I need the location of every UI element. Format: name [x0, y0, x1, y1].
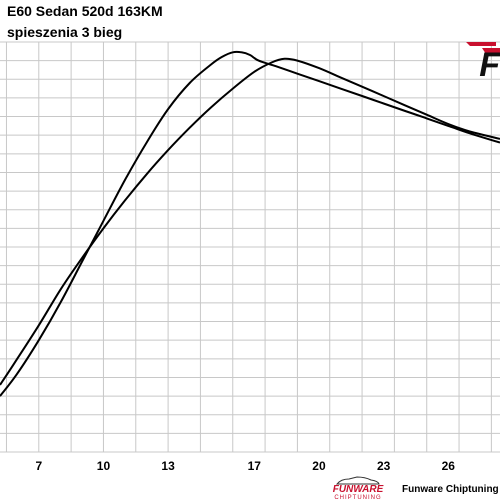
series-line-2: [0, 57, 500, 386]
footer-brand-logo: FUNWARE CHIPTUNING: [330, 474, 386, 501]
chart-grid: [0, 41, 500, 453]
chart-series: [0, 50, 500, 397]
x-tick-label: 7: [35, 459, 42, 473]
chart-title: E60 Sedan 520d 163KM: [7, 3, 163, 19]
x-tick-label: 23: [377, 459, 391, 473]
footer-brand-name: FUNWARE: [332, 484, 384, 495]
x-tick-label: 17: [248, 459, 262, 473]
logo-swoosh-icon-2: [482, 48, 500, 54]
footer-credit: Funware Chiptuning Łód: [402, 484, 500, 495]
chart-subtitle: spieszenia 3 bieg: [7, 24, 123, 40]
x-axis-ticks: 7 10 13 17 20 23 26: [35, 459, 455, 473]
logo-swoosh-icon: [466, 42, 496, 46]
x-tick-label: 13: [161, 459, 175, 473]
car-silhouette-icon: [335, 476, 380, 485]
x-tick-label: 10: [97, 459, 111, 473]
x-tick-label: 26: [442, 459, 456, 473]
logo-letter: F: [479, 46, 500, 84]
funware-logo-mark: [466, 42, 500, 54]
x-tick-label: 20: [312, 459, 326, 473]
series-line-1: [0, 50, 500, 397]
footer-brand-sub: CHIPTUNING: [334, 495, 382, 501]
